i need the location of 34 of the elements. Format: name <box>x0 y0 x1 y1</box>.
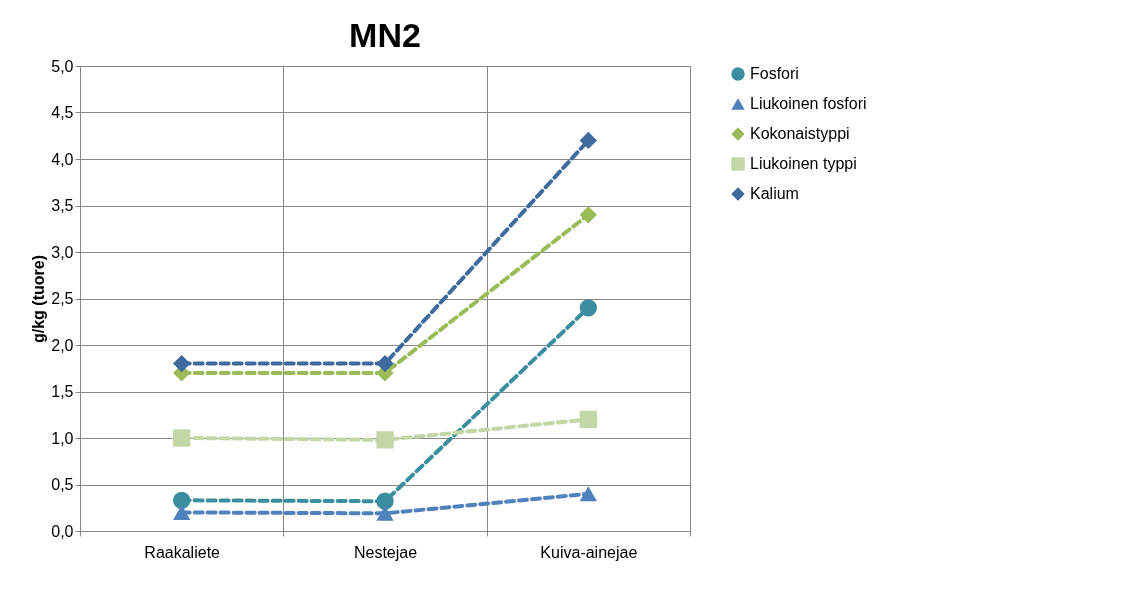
y-tick-label: 1,5 <box>51 383 74 400</box>
x-tick-label: Kuiva-ainejae <box>540 543 638 561</box>
legend-label: Kalium <box>750 185 799 202</box>
point <box>173 504 191 520</box>
y-tick-label: 4,5 <box>51 104 74 121</box>
y-tick-label: 1,0 <box>51 429 74 447</box>
y-tick-label: 5,0 <box>51 57 74 75</box>
y-tick-label: 0,5 <box>51 476 74 493</box>
point <box>579 410 597 429</box>
legend-label: Liukoinen typpi <box>750 155 857 172</box>
y-tick-label: 4,0 <box>51 150 74 168</box>
y-tick-label: 0,0 <box>51 522 74 540</box>
point <box>376 431 394 449</box>
chart-title: MN2 <box>349 16 421 54</box>
point <box>579 206 597 224</box>
point <box>579 299 597 317</box>
legend-label: Kokonaistyppi <box>750 125 850 142</box>
point <box>173 429 191 447</box>
legend-label: Fosfori <box>750 65 799 82</box>
point <box>579 131 597 150</box>
y-tick-label: 2,5 <box>51 290 74 307</box>
y-tick-label: 3,0 <box>51 243 74 261</box>
y-tick-label: 3,5 <box>51 197 74 214</box>
x-tick-label: Nestejae <box>353 543 418 561</box>
point <box>173 491 191 509</box>
point <box>376 505 394 521</box>
point <box>376 492 394 510</box>
y-tick-label: 2,0 <box>51 336 74 354</box>
legend-label: Liukoinen fosfori <box>750 95 867 112</box>
point <box>579 486 597 502</box>
y-axis-title: g/kg (tuore) <box>30 255 48 343</box>
point <box>173 354 191 373</box>
x-tick-label: Raakaliete <box>144 543 221 561</box>
point <box>376 354 394 373</box>
